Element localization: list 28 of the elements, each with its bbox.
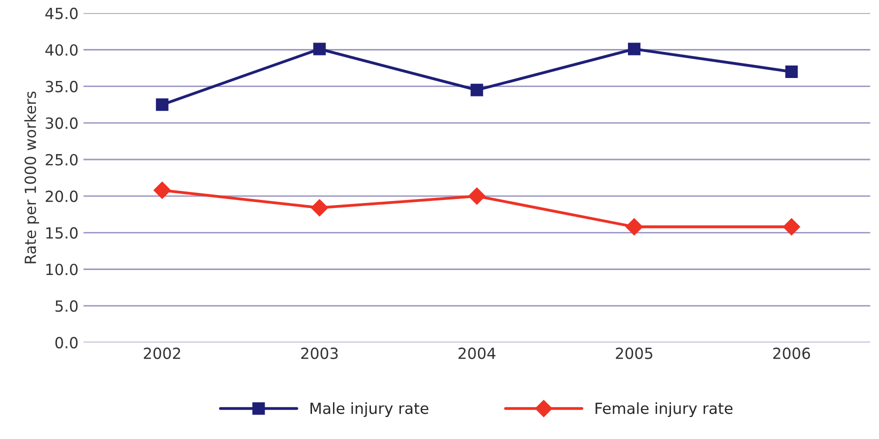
point <box>782 218 800 236</box>
y-tick-label: 40.0 <box>45 44 78 56</box>
point <box>156 98 168 111</box>
y-tick-label: 15.0 <box>46 227 78 239</box>
point <box>310 198 328 217</box>
x-tick-label: 2005 <box>616 348 652 360</box>
y-tick-label: 10.0 <box>46 264 78 276</box>
point <box>468 187 486 205</box>
point <box>628 42 640 56</box>
point <box>470 84 484 96</box>
y-tick-label: 5.0 <box>56 300 78 312</box>
y-tick-label: 30.0 <box>46 117 78 129</box>
point <box>625 218 644 236</box>
y-tick-label: 25.0 <box>46 154 78 166</box>
legend-label: Female injury rate <box>596 402 732 418</box>
x-tick-label: 2002 <box>144 348 180 360</box>
x-tick-label: 2004 <box>458 348 496 360</box>
y-axis-title: Rate per 1000 workers <box>24 92 40 264</box>
y-tick-label: 45.0 <box>45 8 78 20</box>
y-tick-label: 0.0 <box>55 336 78 348</box>
y-tick-label: 35.0 <box>46 80 78 92</box>
legend-label: Male injury rate <box>310 402 428 418</box>
point <box>153 181 172 200</box>
point <box>785 65 798 78</box>
y-tick-label: 20.0 <box>46 190 78 202</box>
x-tick-label: 2006 <box>773 348 810 360</box>
x-tick-label: 2003 <box>301 348 338 360</box>
point <box>313 42 326 56</box>
